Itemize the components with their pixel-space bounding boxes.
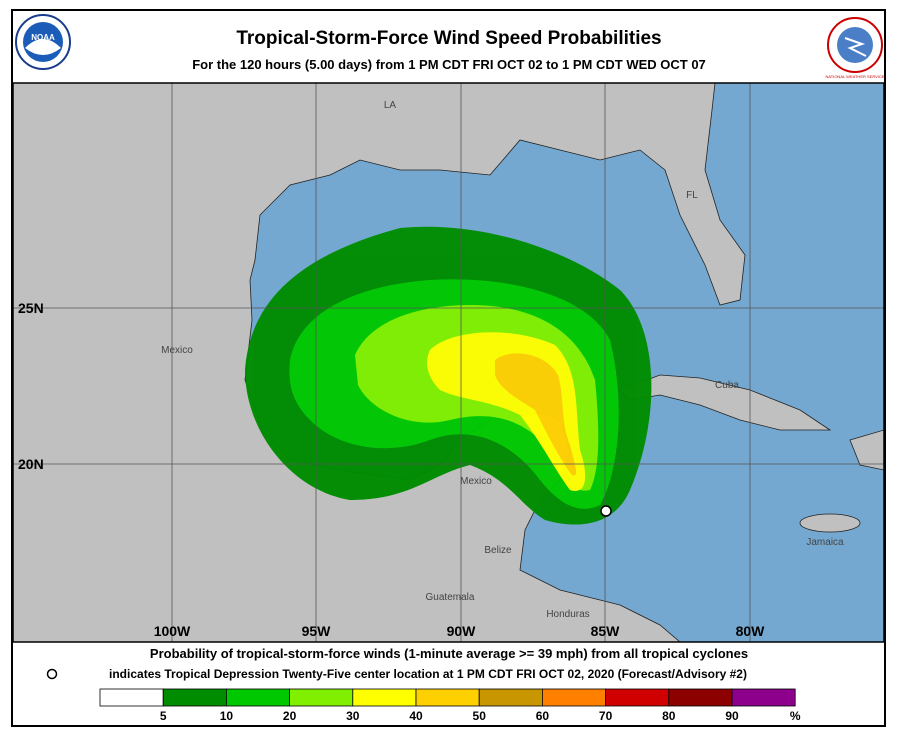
legend-label: 70 [599, 709, 613, 723]
nws-logo: NATIONAL WEATHER SERVICE [826, 17, 885, 79]
legend-label: 30 [346, 709, 360, 723]
place-label: Guatemala [426, 592, 475, 603]
center-symbol [46, 668, 58, 680]
logo-text: NATIONAL WEATHER SERVICE [826, 74, 885, 79]
place-label: FL [686, 190, 698, 201]
legend-label: 50 [473, 709, 487, 723]
legend-swatch [478, 688, 543, 707]
lon-label: 90W [447, 623, 477, 639]
legend-label: 40 [409, 709, 423, 723]
place-label: Honduras [546, 609, 589, 620]
legend-swatch [542, 688, 607, 707]
legend-label: 90 [725, 709, 739, 723]
footer-line: Probability of tropical-storm-force wind… [150, 646, 748, 661]
legend-swatch [731, 688, 796, 707]
legend-swatch [668, 688, 733, 707]
lat-label: 25N [18, 300, 44, 316]
legend-label: 10 [220, 709, 234, 723]
legend-label: 80 [662, 709, 676, 723]
legend-label: 5 [160, 709, 167, 723]
lon-label: 95W [302, 623, 332, 639]
map-border [12, 82, 885, 643]
land [13, 83, 746, 642]
probability-contours [245, 226, 652, 525]
place-label: Cuba [715, 380, 739, 391]
place-label: LA [384, 100, 397, 111]
place-label: Mexico [161, 345, 193, 356]
place-label: Jamaica [806, 537, 844, 548]
place-label: Mexico [460, 476, 492, 487]
legend: 5 10 20 30 40 50 60 70 80 90% [99, 688, 801, 723]
legend-label: 20 [283, 709, 297, 723]
legend-label: 60 [536, 709, 550, 723]
lon-label: 100W [154, 623, 191, 639]
legend-label: % [790, 709, 801, 723]
legend-swatch [415, 688, 480, 707]
legend-swatch [162, 688, 227, 707]
legend-swatch [289, 688, 354, 707]
place-label: Belize [484, 545, 512, 556]
lon-label: 85W [591, 623, 621, 639]
storm-center [600, 505, 612, 517]
title: Tropical-Storm-Force Wind Speed Probabil… [236, 28, 661, 49]
legend-swatch [99, 688, 164, 707]
lon-label: 80W [736, 623, 766, 639]
legend-swatch [352, 688, 417, 707]
lat-label: 20N [18, 456, 44, 472]
graticule [13, 83, 884, 642]
noaa-logo: NOAA [15, 14, 71, 70]
footer-line: indicates Tropical Depression Twenty-Fiv… [109, 667, 747, 681]
logo-text: NOAA [31, 33, 55, 42]
map: LA FL Mexico Cuba Mexico Belize Guatemal… [13, 83, 884, 642]
subtitle: For the 120 hours (5.00 days) from 1 PM … [192, 57, 706, 72]
cuba [619, 374, 832, 431]
hispaniola [849, 429, 884, 471]
jamaica [799, 513, 861, 533]
legend-swatch [225, 688, 290, 707]
legend-swatch [605, 688, 670, 707]
